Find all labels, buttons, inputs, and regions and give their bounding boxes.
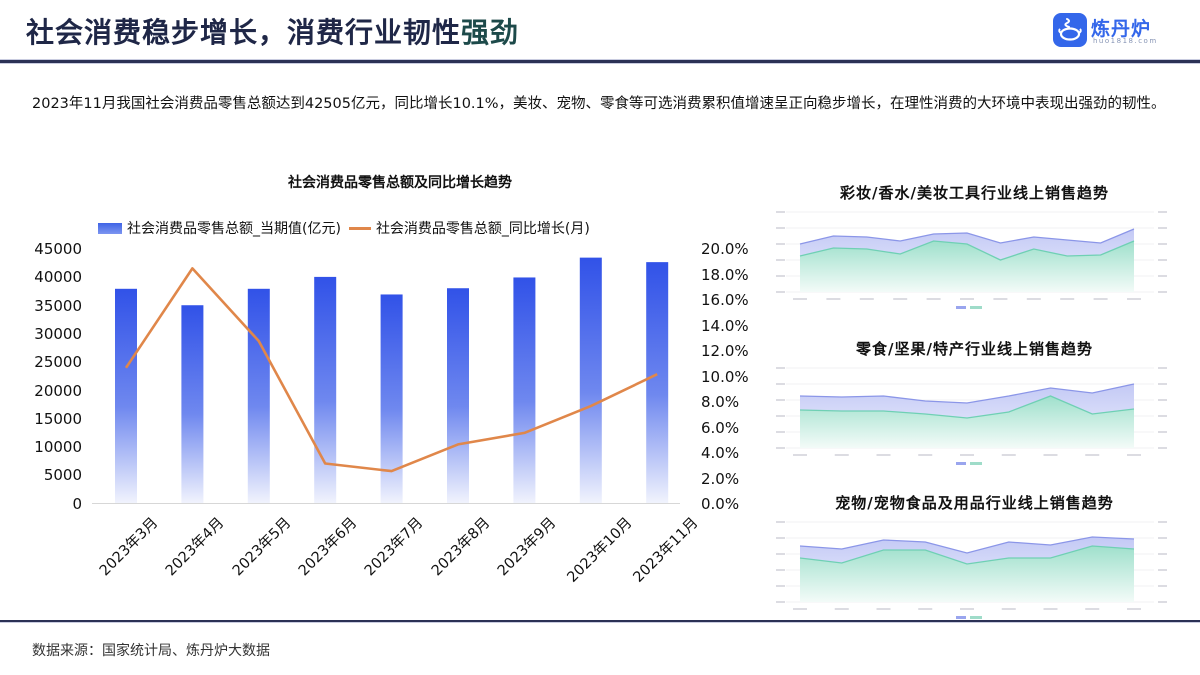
left-axis-tick: 45000 — [34, 240, 82, 258]
left-axis-tick: 15000 — [34, 410, 82, 428]
retail-sales-bar — [646, 262, 669, 503]
right-axis-tick: 6.0% — [701, 419, 740, 437]
page-title-accent: 强劲 — [461, 16, 520, 49]
beauty-chart-title: 彩妆/香水/美妆工具行业线上销售趋势 — [840, 184, 1109, 202]
retail-sales-bar — [447, 288, 469, 503]
page-title-main: 社会消费稳步增长，消费行业韧性 — [26, 16, 462, 49]
legend-line-swatch — [348, 226, 371, 230]
right-axis-tick: 4.0% — [701, 444, 740, 462]
main-chart-legend: 社会消费品零售总额_当期值(亿元) 社会消费品零售总额_同比增长(月) — [98, 218, 590, 238]
main-plot-area — [92, 257, 680, 504]
pet-area-plot — [776, 521, 1167, 619]
left-axis-tick: 35000 — [34, 297, 82, 315]
left-axis-tick: 20000 — [34, 382, 82, 400]
right-axis-tick: 18.0% — [701, 266, 749, 284]
legend-bar-label: 社会消费品零售总额_当期值(亿元) — [127, 221, 341, 237]
left-axis-tick: 5000 — [43, 466, 82, 484]
retail-sales-bar — [115, 288, 137, 503]
snack-chart-title: 零食/坚果/特产行业线上销售趋势 — [856, 340, 1093, 358]
legend-line-label: 社会消费品零售总额_同比增长(月) — [375, 221, 590, 237]
snack-area-plot — [776, 367, 1167, 465]
header-divider — [0, 60, 1200, 63]
left-axis-tick: 25000 — [34, 353, 82, 371]
right-axis-tick: 8.0% — [701, 393, 740, 411]
right-axis-tick: 0.0% — [701, 495, 740, 513]
right-axis-tick: 16.0% — [701, 291, 749, 309]
pet-chart-title: 宠物/宠物食品及用品行业线上销售趋势 — [835, 494, 1114, 512]
right-axis-tick: 14.0% — [701, 317, 749, 335]
snack-sales-chart: 零食/坚果/特产行业线上销售趋势 — [772, 338, 1177, 476]
right-axis-tick: 12.0% — [701, 342, 749, 360]
left-axis-tick: 40000 — [34, 268, 82, 286]
right-axis-tick: 20.0% — [701, 240, 749, 258]
right-axis-tick: 10.0% — [701, 368, 749, 386]
main-chart: 社会消费品零售总额及同比增长趋势 社会消费品零售总额_当期值(亿元) 社会消费品… — [20, 160, 750, 620]
pet-sales-chart: 宠物/宠物食品及用品行业线上销售趋势 — [772, 492, 1177, 630]
legend-bar-swatch — [98, 222, 122, 234]
brand-name: 炼丹炉 — [1091, 18, 1152, 40]
cauldron-logo-icon — [1053, 13, 1087, 47]
left-axis-tick: 30000 — [34, 325, 82, 343]
retail-sales-bar — [579, 257, 602, 503]
beauty-area-plot — [776, 211, 1167, 309]
beauty-sales-chart: 彩妆/香水/美妆工具行业线上销售趋势 — [772, 182, 1177, 320]
right-axis-tick: 2.0% — [701, 470, 740, 488]
header: 社会消费稳步增长，消费行业韧性强劲 炼丹炉 huo1818.com — [0, 0, 1200, 63]
retail-sales-bar — [181, 305, 204, 503]
left-axis-tick: 10000 — [34, 438, 82, 456]
brand-logo: 炼丹炉 huo1818.com — [1053, 13, 1163, 49]
main-chart-title: 社会消费品零售总额及同比增长趋势 — [288, 175, 512, 191]
retail-sales-bar — [513, 277, 536, 503]
data-source: 数据来源：国家统计局、炼丹炉大数据 — [32, 643, 270, 659]
retail-sales-bar — [314, 276, 337, 503]
retail-sales-bar — [247, 288, 270, 503]
page-title: 社会消费稳步增长，消费行业韧性强劲 — [26, 11, 519, 51]
footer-divider — [0, 620, 1200, 622]
summary-text: 2023年11月我国社会消费品零售总额达到42505亿元，同比增长10.1%，美… — [32, 96, 1166, 112]
left-axis-tick: 0 — [72, 495, 82, 513]
retail-sales-bar — [380, 294, 403, 503]
brand-domain: huo1818.com — [1093, 37, 1158, 45]
